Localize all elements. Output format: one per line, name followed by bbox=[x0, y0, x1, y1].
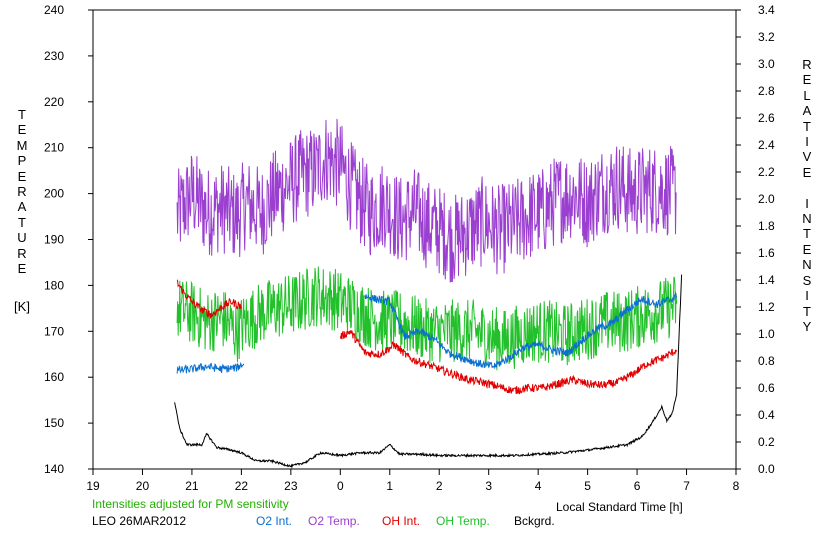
right-axis-label-char: Y bbox=[802, 318, 812, 334]
series-line-o2-int bbox=[176, 361, 245, 374]
right-tick-label: 1.2 bbox=[758, 300, 775, 314]
right-tick-label: 0.4 bbox=[758, 408, 775, 422]
right-axis-label-char: T bbox=[803, 303, 811, 319]
left-tick-label: 160 bbox=[44, 370, 64, 384]
right-tick-label: 0.8 bbox=[758, 354, 775, 368]
left-tick-label: 140 bbox=[44, 462, 64, 476]
right-axis-label-char: L bbox=[803, 87, 811, 103]
x-tick-label: 0 bbox=[337, 479, 344, 493]
right-tick-label: 0.2 bbox=[758, 435, 775, 449]
right-tick-label: 2.8 bbox=[758, 84, 775, 98]
left-tick-label: 210 bbox=[44, 141, 64, 155]
left-tick-label: 220 bbox=[44, 95, 64, 109]
series-line-o2-temp bbox=[176, 118, 677, 283]
right-axis-ticks: 0.0 0.2 0.4 0.6 0.8 1.0 1.2 1.4 1.6 1.8 2.0 2.2 2.4 2… bbox=[736, 3, 775, 476]
left-tick-label: 170 bbox=[44, 324, 64, 338]
left-axis-label: TEMPERATURE bbox=[16, 107, 28, 277]
x-tick-label: 4 bbox=[535, 479, 542, 493]
left-tick-label: 180 bbox=[44, 278, 64, 292]
x-axis-ticks: 19 20 21 22 23 0 1 2 3 4 5 6 7 8 bbox=[86, 469, 740, 493]
legend-oh-temp: OH Temp. bbox=[436, 514, 490, 528]
right-axis-label-char: R bbox=[802, 57, 812, 72]
right-tick-label: 1.6 bbox=[758, 246, 775, 260]
right-tick-label: 2.0 bbox=[758, 192, 775, 206]
right-axis-label-char: I bbox=[805, 288, 809, 304]
right-tick-label: 2.6 bbox=[758, 111, 775, 125]
right-axis-label-char: I bbox=[805, 195, 809, 211]
left-axis-unit: [K] bbox=[14, 299, 30, 314]
right-axis-label-char: V bbox=[802, 149, 812, 165]
right-tick-label: 1.0 bbox=[758, 327, 775, 341]
x-tick-label: 1 bbox=[386, 479, 393, 493]
right-tick-label: 0.6 bbox=[758, 381, 775, 395]
legend-bckgrd: Bckgrd. bbox=[514, 514, 555, 528]
left-axis-ticks: 140 150 160 170 180 190 200 210 220 230 240 bbox=[44, 3, 93, 476]
right-axis-label-char: S bbox=[802, 272, 812, 288]
right-tick-label: 2.2 bbox=[758, 165, 775, 179]
x-tick-label: 2 bbox=[436, 479, 443, 493]
right-axis-label-char: N bbox=[802, 257, 812, 273]
right-tick-label: 1.4 bbox=[758, 273, 775, 287]
right-tick-label: 3.2 bbox=[758, 30, 775, 44]
x-tick-label: 6 bbox=[634, 479, 641, 493]
right-axis-label-char: E bbox=[802, 164, 812, 180]
left-tick-label: 240 bbox=[44, 3, 64, 17]
left-tick-label: 150 bbox=[44, 416, 64, 430]
right-axis-label-char: T bbox=[803, 226, 811, 242]
left-tick-label: 230 bbox=[44, 49, 64, 63]
right-axis-label-char: I bbox=[805, 134, 809, 150]
x-tick-label: 23 bbox=[284, 479, 298, 493]
x-tick-label: 21 bbox=[185, 479, 199, 493]
right-axis-label-char: E bbox=[802, 72, 812, 88]
x-axis-label: Local Standard Time [h] bbox=[556, 500, 683, 514]
x-tick-label: 20 bbox=[136, 479, 150, 493]
x-tick-label: 5 bbox=[584, 479, 591, 493]
legend-o2-int: O2 Int. bbox=[256, 514, 293, 528]
right-tick-label: 3.4 bbox=[758, 3, 775, 17]
right-axis-label-char: E bbox=[802, 241, 812, 257]
right-axis-label-char: T bbox=[803, 118, 811, 134]
series-line-o2-int bbox=[364, 291, 678, 370]
series-line-oh-temp bbox=[176, 266, 678, 371]
legend-o2-temp: O2 Temp. bbox=[308, 514, 360, 528]
series-line-oh-int bbox=[339, 329, 678, 395]
x-tick-label: 7 bbox=[683, 479, 690, 493]
right-tick-label: 0.0 bbox=[758, 462, 775, 476]
x-tick-label: 19 bbox=[86, 479, 100, 493]
legend-oh-int: OH Int. bbox=[382, 514, 421, 528]
adjustment-note: Intensities adjusted for PM sensitivity bbox=[92, 497, 289, 511]
series-group bbox=[174, 118, 683, 469]
right-axis-label-char: N bbox=[802, 211, 812, 227]
x-tick-label: 3 bbox=[485, 479, 492, 493]
right-axis-label-char: A bbox=[802, 103, 812, 119]
left-tick-label: 200 bbox=[44, 187, 64, 201]
x-tick-label: 22 bbox=[235, 479, 249, 493]
left-tick-label: 190 bbox=[44, 233, 64, 247]
right-axis-label-char bbox=[800, 180, 814, 195]
series-line-bckgrd bbox=[174, 274, 683, 469]
right-tick-label: 1.8 bbox=[758, 219, 775, 233]
right-tick-label: 2.4 bbox=[758, 138, 775, 152]
station-date-label: LEO 26MAR2012 bbox=[92, 514, 187, 528]
x-tick-label: 8 bbox=[733, 479, 740, 493]
series-line-oh-int bbox=[176, 279, 242, 319]
right-tick-label: 3.0 bbox=[758, 57, 775, 71]
plot-frame bbox=[92, 9, 737, 470]
